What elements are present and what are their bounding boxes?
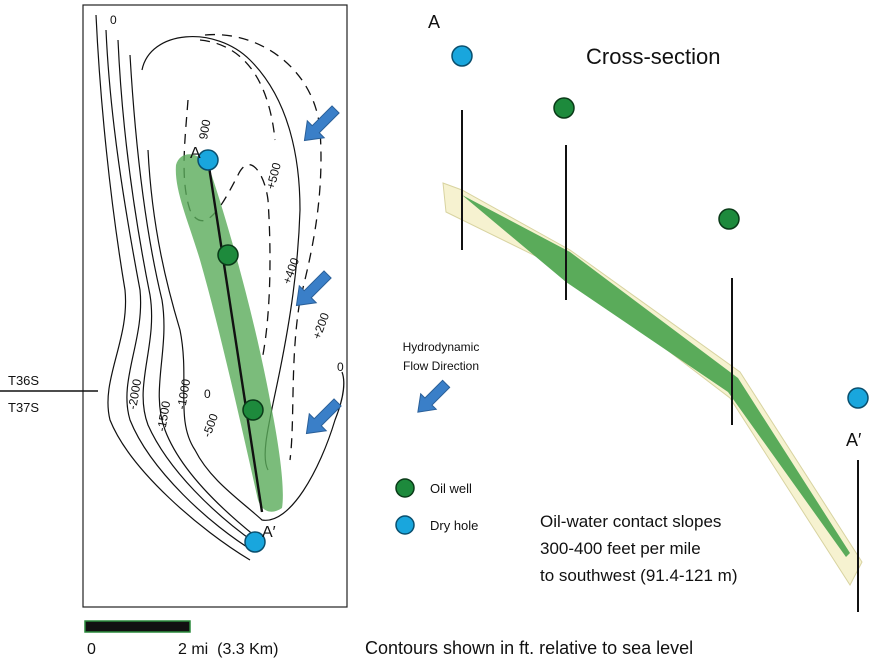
oil-column [462,195,850,557]
dry-hole [198,150,218,170]
point-label: A′ [262,524,276,541]
contour-label: -1500 [154,400,173,433]
contour-label: -500 [200,411,221,439]
legend-label: Dry hole [430,518,478,533]
contour-label: -1000 [174,378,193,411]
contour-label: 0 [110,13,117,27]
legend-label: Oil well [430,481,472,496]
dry-hole [848,388,868,408]
scale-label: 0 [87,641,96,658]
legend-dry-hole [396,516,414,534]
dry-hole [452,46,472,66]
township-label: T36S [8,373,39,388]
note: Oil-water contact slopes [540,512,721,531]
scale-label: 2 mi (3.3 Km) [178,641,278,658]
legend-oil-well [396,479,414,497]
note: to southwest (91.4-121 m) [540,566,737,585]
oil-well [554,98,574,118]
contour-label: 900 [196,118,213,140]
scale-bar [85,621,190,632]
caption: Contours shown in ft. relative to sea le… [365,638,693,658]
flow-label: Hydrodynamic [403,340,480,354]
contour-label: +200 [310,311,333,341]
oil-well [218,245,238,265]
point-label: A [428,12,440,32]
point-label: A [190,145,201,162]
diagram: T36S T37S 0 900 +500 +400 +200 0 -2000 -… [0,0,869,664]
township-label: T37S [8,400,39,415]
note: 300-400 feet per mile [540,539,701,558]
contour-label: +400 [280,256,303,286]
oil-well [719,209,739,229]
section-title: Cross-section [586,44,720,69]
oil-well [243,400,263,420]
flow-label: Flow Direction [403,359,479,373]
contour-label: +500 [263,161,284,191]
contour-label: 0 [204,387,211,401]
flow-arrows [288,101,454,442]
point-label: A′ [846,430,862,450]
contour-label: 0 [337,360,344,374]
